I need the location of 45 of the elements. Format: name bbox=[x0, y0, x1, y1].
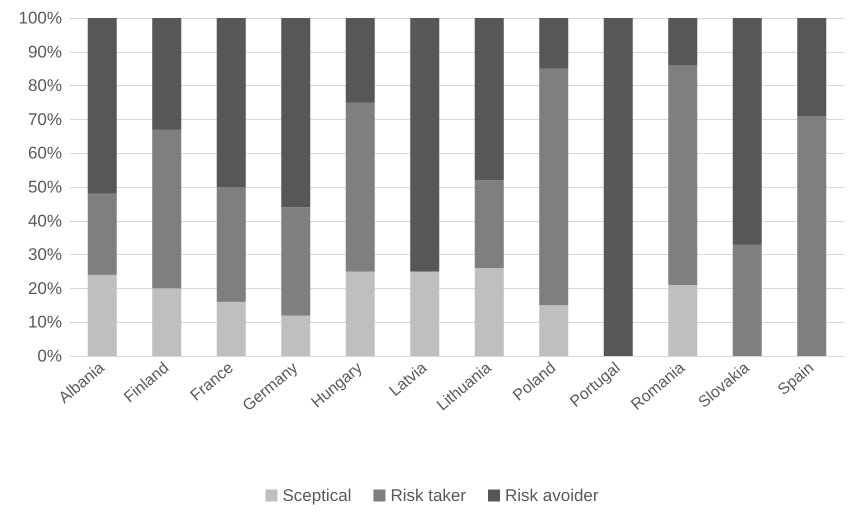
bar bbox=[152, 130, 182, 288]
bar bbox=[346, 102, 375, 272]
y-tick-label: 40% bbox=[28, 211, 62, 230]
bar bbox=[88, 194, 117, 275]
y-tick-label: 10% bbox=[28, 312, 62, 332]
y-tick-label: 50% bbox=[28, 178, 62, 196]
y-tick-label: 100% bbox=[18, 8, 62, 28]
y-tick-label: 20% bbox=[28, 278, 62, 298]
bar bbox=[732, 244, 762, 356]
bar bbox=[216, 187, 246, 302]
bar bbox=[797, 116, 826, 356]
y-tick-label: 70% bbox=[28, 110, 62, 129]
y-tick-label: 90% bbox=[28, 42, 62, 62]
bar bbox=[604, 18, 633, 356]
bar bbox=[281, 207, 310, 316]
bar bbox=[410, 18, 440, 272]
bar bbox=[346, 18, 375, 102]
bar bbox=[281, 18, 310, 208]
bar bbox=[346, 272, 375, 356]
bar bbox=[410, 272, 440, 356]
bar bbox=[797, 18, 826, 116]
bar bbox=[152, 288, 182, 356]
bar bbox=[281, 315, 310, 356]
bar bbox=[474, 180, 504, 268]
bar bbox=[668, 285, 698, 356]
bar bbox=[216, 18, 246, 187]
bar bbox=[152, 18, 182, 130]
bar bbox=[88, 274, 117, 356]
y-tick-label: 60% bbox=[28, 144, 62, 163]
y-tick-label: 80% bbox=[28, 76, 62, 96]
bar bbox=[474, 268, 504, 356]
bar bbox=[216, 302, 246, 356]
bar bbox=[88, 18, 117, 194]
bar bbox=[539, 305, 568, 356]
y-tick-label: 0% bbox=[37, 346, 62, 366]
bar bbox=[732, 18, 762, 244]
legend-label: Risk avoider bbox=[505, 486, 599, 505]
legend-label: Sceptical bbox=[282, 486, 352, 505]
bar bbox=[668, 18, 698, 66]
bar bbox=[474, 18, 504, 180]
legend-label: Risk taker bbox=[390, 486, 466, 505]
bar bbox=[539, 18, 568, 69]
y-tick-label: 30% bbox=[28, 245, 62, 264]
bar bbox=[539, 68, 568, 306]
bar bbox=[668, 65, 698, 286]
